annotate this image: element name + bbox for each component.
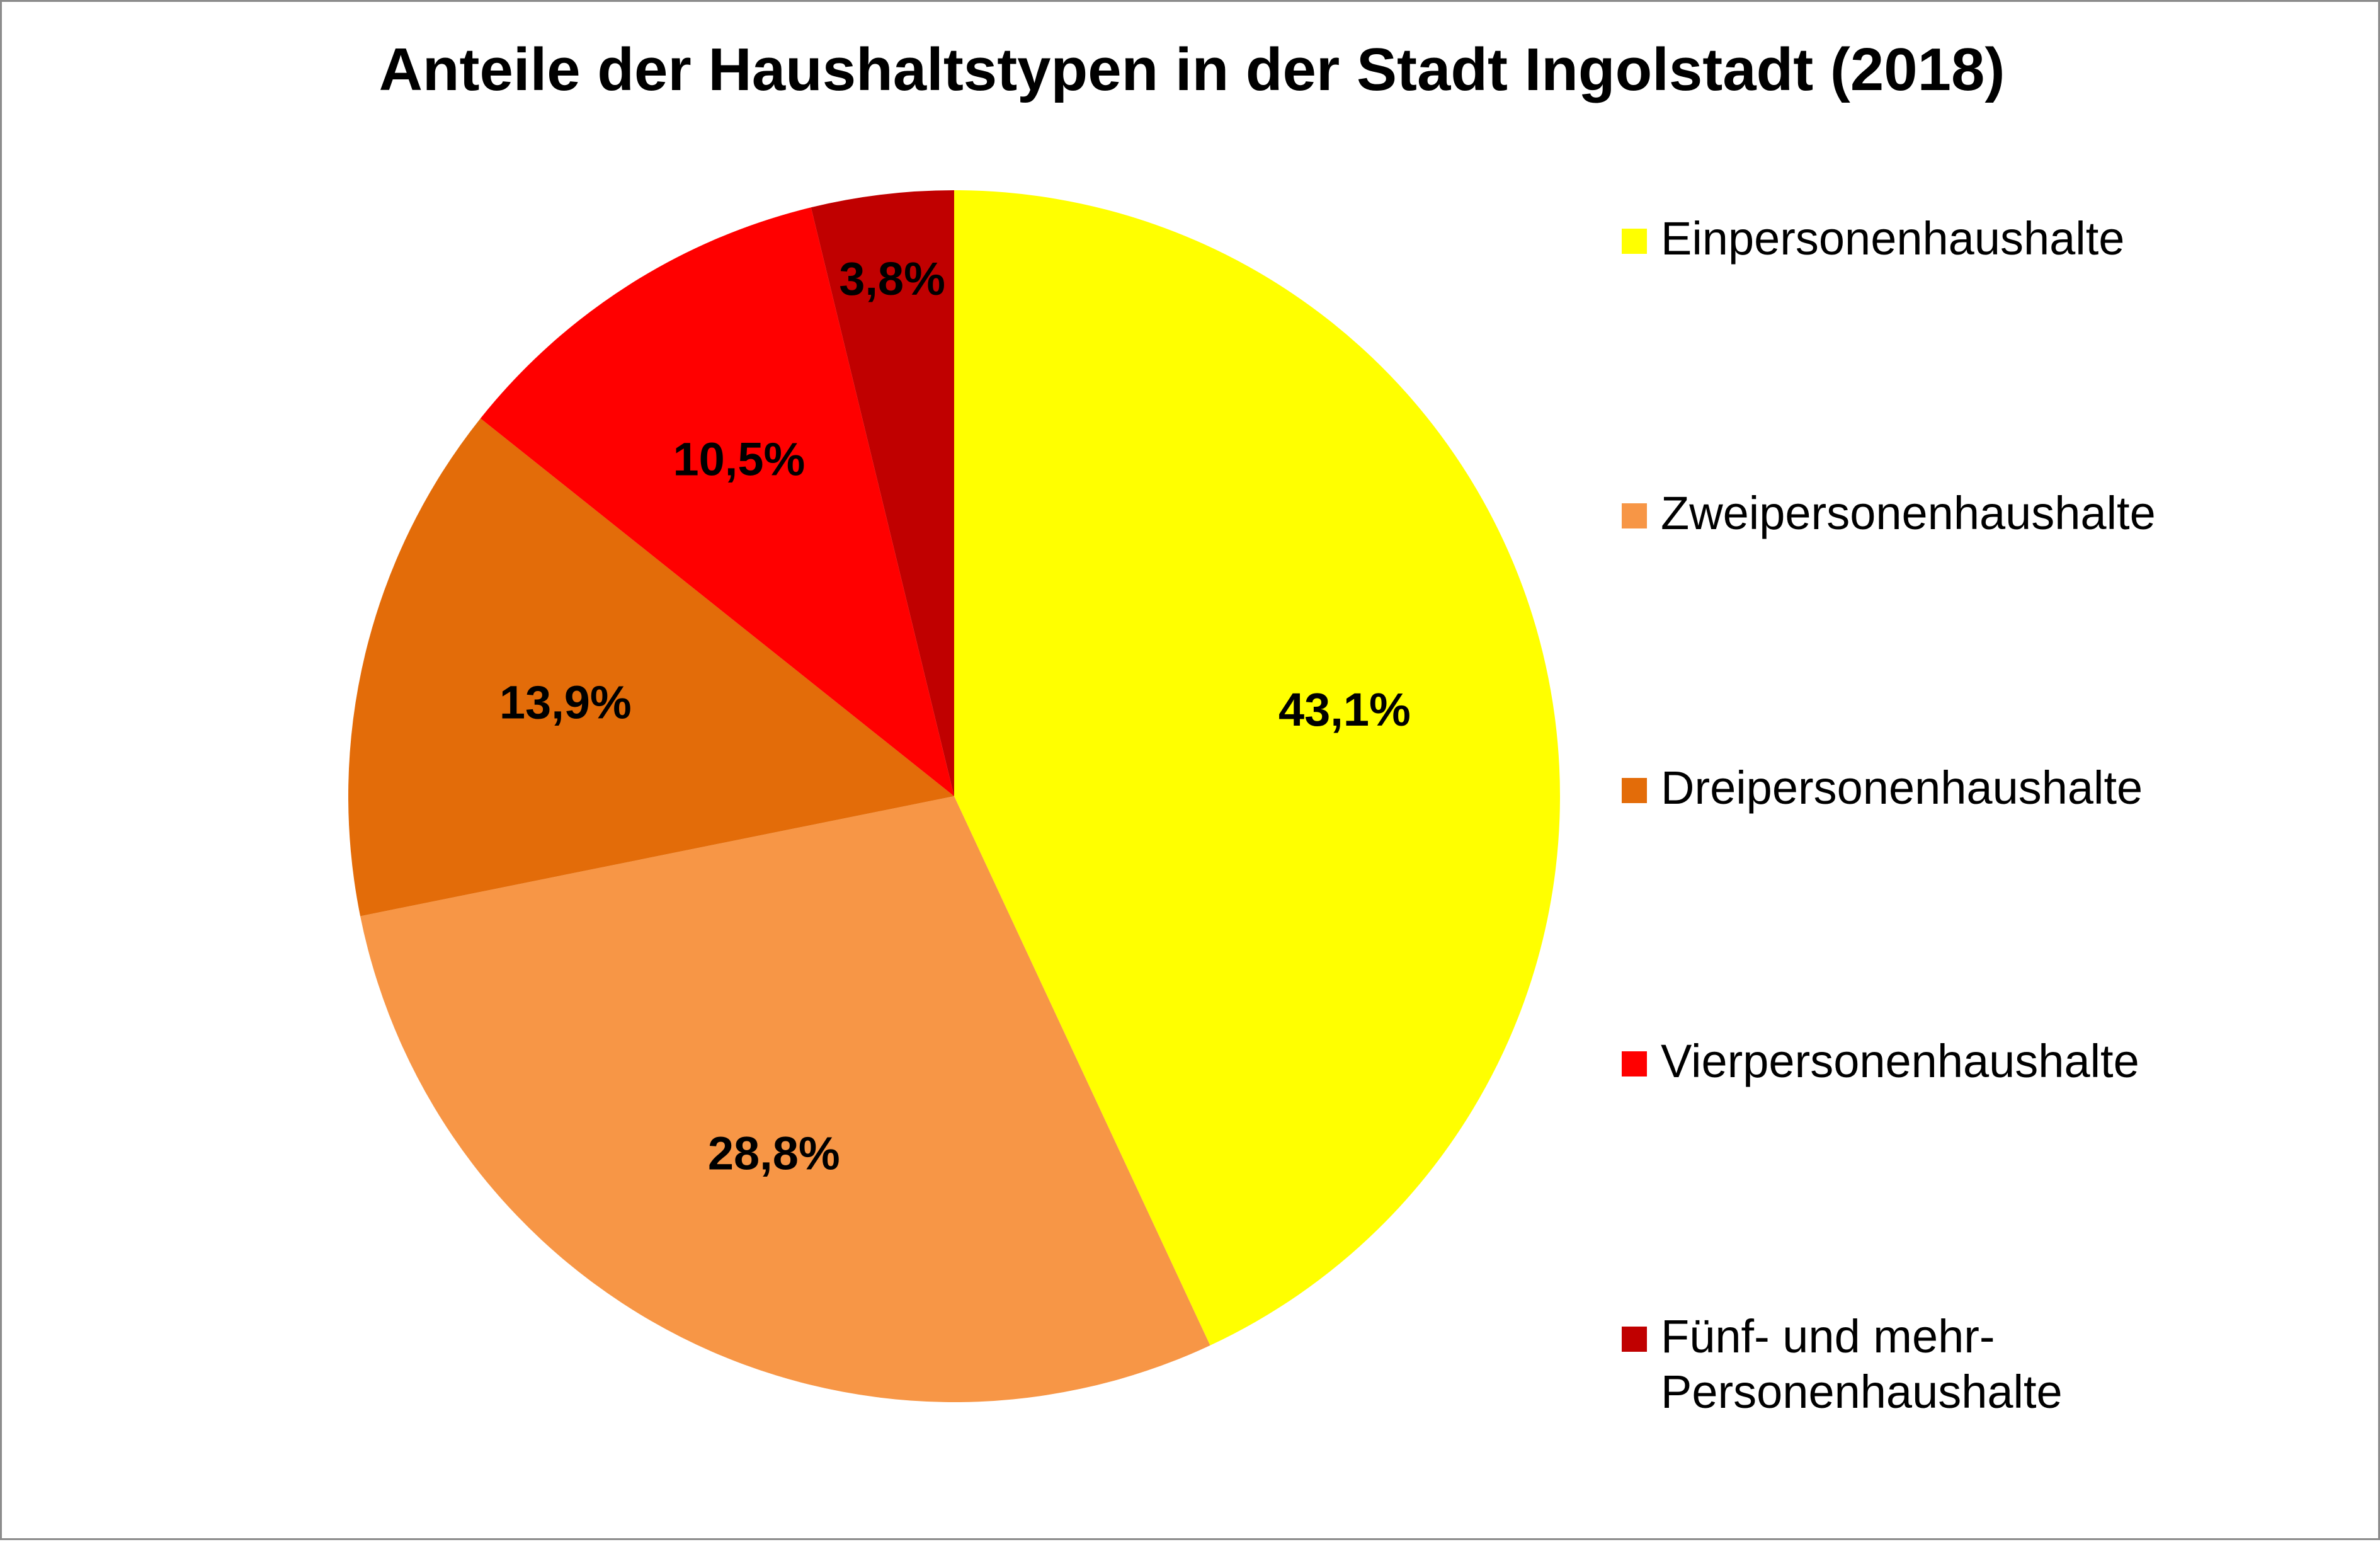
legend-swatch [1622, 1051, 1647, 1077]
pie-slice-zweipersonen [360, 796, 1210, 1402]
data-label-dreipersonen: 13,9% [499, 676, 632, 728]
chart-legend: Einpersonenhaushalte Zweipersonenhaushalt… [1622, 2, 2365, 1542]
legend-label: Einpersonenhaushalte [1661, 212, 2125, 265]
pie-slice-vierpersonen [480, 207, 954, 796]
legend-label: Dreipersonenhaushalte [1661, 762, 2143, 814]
data-label-zweipersonen: 28,8% [708, 1127, 840, 1179]
pie-slice-dreipersonen [348, 418, 954, 917]
legend-label: Vierpersonenhaushalte [1661, 1035, 2139, 1087]
data-label-einpersonen: 43,1% [1278, 683, 1411, 736]
pie-slices [348, 190, 1560, 1402]
pie-slice-einpersonen [954, 190, 1560, 1345]
legend-label: Zweipersonenhaushalte [1661, 487, 2156, 539]
legend-swatch [1622, 778, 1647, 803]
legend-item-zweipersonen: Zweipersonenhaushalte [1622, 486, 2341, 541]
legend-label: Fünf- und mehr- Personenhaushalte [1661, 1310, 2063, 1418]
legend-swatch [1622, 503, 1647, 528]
data-label-fuenf-und-mehr-personen: 3,8% [839, 253, 945, 305]
legend-item-vierpersonen: Vierpersonenhaushalte [1622, 1034, 2341, 1089]
data-label-vierpersonen: 10,5% [673, 433, 806, 485]
chart-title: Anteile der Haushaltstypen in der Stadt … [379, 36, 2005, 103]
legend-item-fuenf-und-mehr-personen: Fünf- und mehr- Personenhaushalte [1622, 1309, 2341, 1420]
legend-item-einpersonen: Einpersonenhaushalte [1622, 211, 2341, 266]
pie-slice-labels: 43,1% 28,8% 13,9% 10,5% 3,8% [499, 253, 1411, 1179]
legend-swatch [1622, 1327, 1647, 1352]
legend-item-dreipersonen: Dreipersonenhaushalte [1622, 760, 2341, 816]
pie-slice-fuenf-und-mehr-personen [811, 190, 954, 796]
legend-swatch [1622, 229, 1647, 254]
